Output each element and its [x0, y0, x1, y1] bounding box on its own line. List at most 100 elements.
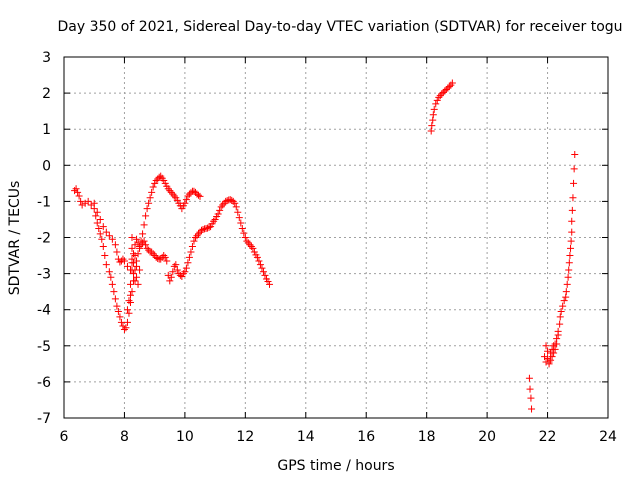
data-point — [550, 342, 558, 350]
data-point — [149, 183, 157, 191]
data-point — [210, 217, 218, 225]
data-point — [166, 277, 174, 285]
data-point — [142, 212, 150, 220]
data-point — [563, 280, 571, 288]
data-point — [442, 85, 450, 93]
data-point — [78, 201, 86, 209]
data-point — [105, 268, 113, 276]
data-point — [161, 253, 169, 261]
data-point — [249, 244, 257, 252]
data-point — [182, 264, 190, 272]
data-point — [448, 79, 456, 87]
x-tick-label: 20 — [478, 429, 496, 445]
data-point — [93, 208, 101, 216]
data-point — [113, 302, 121, 310]
data-point — [130, 259, 138, 267]
data-point — [120, 257, 128, 265]
series-track-a — [71, 172, 204, 334]
data-point — [184, 259, 192, 267]
data-point — [243, 237, 251, 245]
data-point — [123, 262, 131, 270]
data-point — [126, 298, 134, 306]
data-point — [113, 248, 121, 256]
data-point — [123, 318, 131, 326]
y-tick-label: 3 — [42, 50, 51, 66]
data-point — [140, 221, 148, 229]
data-point — [199, 226, 207, 234]
y-tick-label: 0 — [42, 158, 51, 174]
data-point — [432, 100, 440, 108]
data-point — [179, 270, 187, 278]
series-track-b — [90, 196, 274, 288]
data-point — [190, 187, 198, 195]
data-point — [436, 92, 444, 100]
data-point — [187, 248, 195, 256]
data-point — [261, 271, 269, 279]
data-point — [429, 116, 437, 124]
data-point — [550, 349, 558, 357]
data-point — [184, 192, 192, 200]
data-point — [235, 214, 243, 222]
data-point — [143, 205, 151, 213]
data-point — [151, 252, 159, 260]
data-point — [193, 232, 201, 240]
data-point — [194, 191, 202, 199]
data-point — [205, 223, 213, 231]
x-tick-label: 24 — [599, 429, 617, 445]
x-tick-label: 22 — [539, 429, 557, 445]
grid-lines — [64, 57, 608, 418]
data-point — [172, 261, 180, 269]
data-point — [176, 271, 184, 279]
data-point — [181, 268, 189, 276]
data-point — [131, 241, 139, 249]
data-point — [99, 243, 107, 251]
data-point — [433, 96, 441, 104]
y-axis-label: SDTVAR / TECUs — [7, 181, 23, 296]
data-point — [110, 288, 118, 296]
data-point — [136, 266, 144, 274]
data-point — [98, 235, 106, 243]
data-point — [125, 297, 133, 305]
data-point — [99, 223, 107, 231]
data-point — [255, 257, 263, 265]
data-point — [163, 257, 171, 265]
data-point — [90, 199, 98, 207]
data-point — [126, 280, 134, 288]
data-point — [93, 219, 101, 227]
data-point — [571, 150, 579, 158]
data-point — [219, 201, 227, 209]
data-point — [142, 241, 150, 249]
data-point — [256, 261, 264, 269]
data-point — [211, 215, 219, 223]
data-point — [148, 188, 156, 196]
data-point — [565, 266, 573, 274]
y-tick-label: -1 — [37, 194, 51, 210]
data-point — [541, 353, 549, 361]
data-point — [108, 235, 116, 243]
data-point — [551, 345, 559, 353]
data-point — [438, 90, 446, 98]
data-point — [130, 270, 138, 278]
data-point — [196, 192, 204, 200]
data-point — [167, 188, 175, 196]
data-point — [439, 88, 447, 96]
data-point — [105, 232, 113, 240]
data-point — [145, 246, 153, 254]
data-point — [185, 190, 193, 198]
data-point — [567, 237, 575, 245]
data-point — [102, 228, 110, 236]
data-point — [128, 244, 136, 252]
data-point — [560, 297, 568, 305]
data-point — [102, 261, 110, 269]
y-tick-label: 1 — [42, 122, 51, 138]
data-point — [204, 224, 212, 232]
data-point — [548, 353, 556, 361]
data-point — [207, 223, 215, 231]
data-point — [151, 179, 159, 187]
data-point — [528, 405, 536, 413]
data-point — [427, 127, 435, 135]
data-point — [96, 215, 104, 223]
data-point — [553, 340, 561, 348]
